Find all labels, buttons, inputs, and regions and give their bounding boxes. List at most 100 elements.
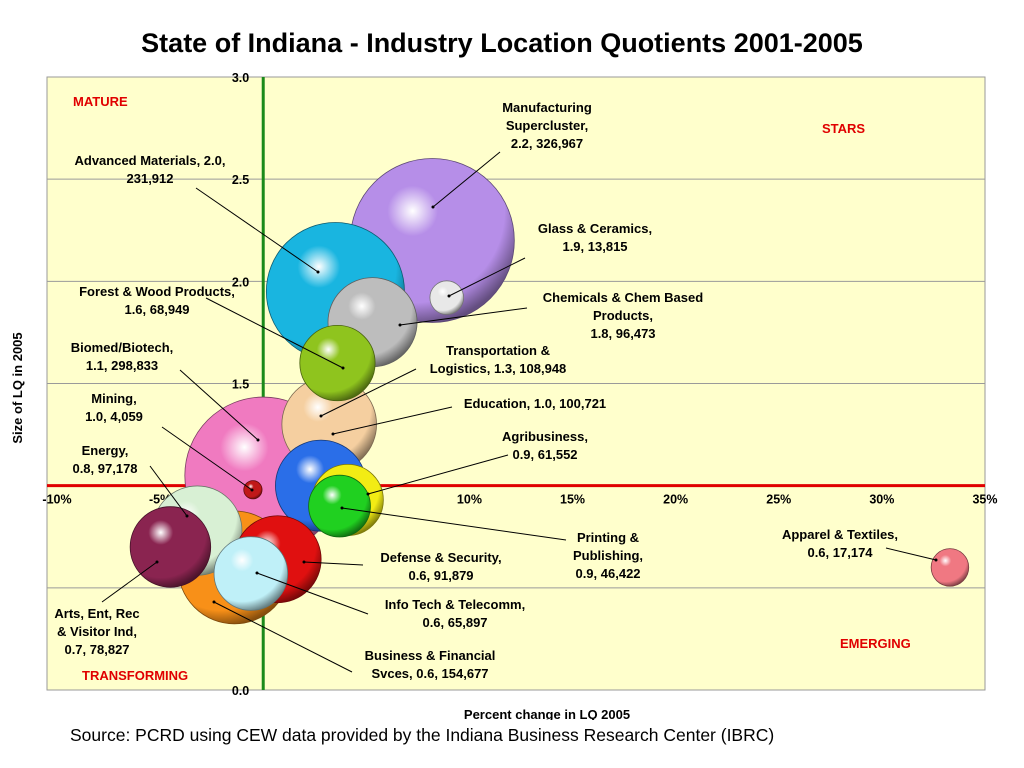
label-glass-ceramics: Glass & Ceramics, 1.9, 13,815 xyxy=(447,221,652,298)
leader-line xyxy=(213,601,353,673)
data-label: 0.8, 97,178 xyxy=(72,461,137,476)
data-label: Education, 1.0, 100,721 xyxy=(464,396,606,411)
leader-dot xyxy=(934,558,938,562)
data-label: Supercluster, xyxy=(506,118,588,133)
data-label: Info Tech & Telecomm, xyxy=(385,597,525,612)
data-label: & Visitor Ind, xyxy=(57,624,137,639)
label-advanced-materials: Advanced Materials, 2.0, 231,912 xyxy=(74,153,320,274)
data-label: Advanced Materials, 2.0, xyxy=(74,153,225,168)
y-axis-label: Size of LQ in 2005 xyxy=(10,332,25,443)
leader-line xyxy=(399,307,528,326)
data-label: Apparel & Textiles, xyxy=(782,527,898,542)
leader-dot xyxy=(319,414,323,418)
y-tick-label: 2.0 xyxy=(232,275,249,289)
leader-dot xyxy=(155,560,159,564)
leader-line xyxy=(332,406,453,435)
bubble-info-tech-telecomm xyxy=(213,536,289,611)
bubble-forest-wood-products xyxy=(299,325,376,402)
data-label: 1.8, 96,473 xyxy=(590,326,655,341)
bubble-labels: Manufacturing Supercluster, 2.2, 326,967 Ad… xyxy=(54,100,938,681)
leader-dot xyxy=(341,366,345,370)
label-info-tech-telecomm: Info Tech & Telecomm, 0.6, 65,897 xyxy=(255,571,525,630)
data-label: Logistics, 1.3, 108,948 xyxy=(430,361,567,376)
data-label: Glass & Ceramics, xyxy=(538,221,652,236)
bubbles xyxy=(129,158,970,625)
data-label: Arts, Ent, Rec xyxy=(54,606,139,621)
quadrant-label-mature: MATURE xyxy=(73,94,128,109)
label-mining: Mining, 1.0, 4,059 xyxy=(85,391,254,492)
data-label: 0.6, 65,897 xyxy=(422,615,487,630)
bubble-arts-ent-rec-visitor-ind xyxy=(129,506,212,588)
data-label: 0.9, 61,552 xyxy=(512,447,577,462)
x-tick-label: 15% xyxy=(560,493,585,507)
data-label: Publishing, xyxy=(573,548,643,563)
leader-line xyxy=(885,547,937,561)
x-tick-label: -10% xyxy=(42,493,71,507)
leader-line xyxy=(432,151,501,208)
leader-dot xyxy=(255,571,259,575)
label-energy: Energy, 0.8, 97,178 xyxy=(72,443,189,518)
leader-dot xyxy=(398,323,402,327)
leader-dot xyxy=(331,432,335,436)
leader-line xyxy=(149,465,188,517)
chart-title: State of Indiana - Industry Location Quo… xyxy=(141,28,863,58)
data-label: Svces, 0.6, 154,677 xyxy=(371,666,488,681)
y-tick-label: 2.5 xyxy=(232,173,249,187)
leader-line xyxy=(448,257,526,297)
x-tick-label: 20% xyxy=(663,493,688,507)
quadrant-label-stars: STARS xyxy=(822,121,865,136)
leader-line xyxy=(161,426,253,491)
leader-line xyxy=(256,572,369,615)
y-tick-label: 1.5 xyxy=(232,378,249,392)
leader-dot xyxy=(212,600,216,604)
label-agribusiness: Agribusiness, 0.9, 61,552 xyxy=(366,429,588,496)
data-label: 2.2, 326,967 xyxy=(511,136,583,151)
data-label: 231,912 xyxy=(127,171,174,186)
label-chemicals-chem-based-products: Chemicals & Chem Based Products, 1.8, 96,4… xyxy=(398,290,703,341)
label-forest-wood-products: Forest & Wood Products, 1.6, 68,949 xyxy=(79,284,345,370)
x-tick-label: 30% xyxy=(869,493,894,507)
data-label: Printing & xyxy=(577,530,639,545)
leader-line xyxy=(320,368,417,417)
leader-dot xyxy=(250,488,254,492)
bubble-printing-publishing xyxy=(308,474,371,538)
data-label: Manufacturing xyxy=(502,100,592,115)
leader-line xyxy=(205,297,344,369)
label-printing-publishing: Printing & Publishing, 0.9, 46,422 xyxy=(340,506,643,581)
data-label: 0.6, 17,174 xyxy=(807,545,873,560)
leader-dot xyxy=(256,438,260,442)
data-label: Agribusiness, xyxy=(502,429,588,444)
data-label: Business & Financial xyxy=(365,648,496,663)
label-biomed-biotech: Biomed/Biotech, 1.1, 298,833 xyxy=(71,340,260,442)
leader-line xyxy=(341,507,567,541)
leader-line xyxy=(179,369,259,441)
data-label: Energy, xyxy=(82,443,129,458)
y-tick-label: 3.0 xyxy=(232,71,249,85)
label-education: Education, 1.0, 100,721 xyxy=(331,396,606,436)
leader-line xyxy=(303,561,364,566)
data-label: Transportation & xyxy=(446,343,550,358)
label-apparel-textiles: Apparel & Textiles, 0.6, 17,174 xyxy=(782,527,938,562)
data-label: Mining, xyxy=(91,391,137,406)
leader-dot xyxy=(366,492,370,496)
leader-dot xyxy=(447,294,451,298)
x-tick-label: 10% xyxy=(457,493,482,507)
bubble-chart: State of Indiana - Industry Location Quo… xyxy=(10,28,998,720)
x-tick-label: 35% xyxy=(972,493,997,507)
label-transportation-logistics: Transportation & Logistics, 1.3, 108,948 xyxy=(319,343,567,418)
x-axis-label: Percent change in LQ 2005 xyxy=(464,707,630,720)
label-defense-security: Defense & Security, 0.6, 91,879 xyxy=(302,550,502,583)
leader-dot xyxy=(340,506,344,510)
leader-dot xyxy=(302,560,306,564)
y-tick-label: 0.0 xyxy=(232,684,249,698)
data-label: 0.9, 46,422 xyxy=(575,566,640,581)
data-label: 1.6, 68,949 xyxy=(124,302,189,317)
leader-line xyxy=(195,187,319,273)
x-tick-label: 25% xyxy=(766,493,791,507)
leader-line xyxy=(367,454,509,495)
data-label: Chemicals & Chem Based xyxy=(543,290,703,305)
data-label: Biomed/Biotech, xyxy=(71,340,174,355)
data-label: Defense & Security, xyxy=(380,550,501,565)
data-label: 1.0, 4,059 xyxy=(85,409,143,424)
data-label: Forest & Wood Products, xyxy=(79,284,235,299)
